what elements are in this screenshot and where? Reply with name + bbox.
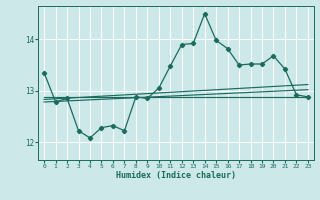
X-axis label: Humidex (Indice chaleur): Humidex (Indice chaleur) xyxy=(116,171,236,180)
